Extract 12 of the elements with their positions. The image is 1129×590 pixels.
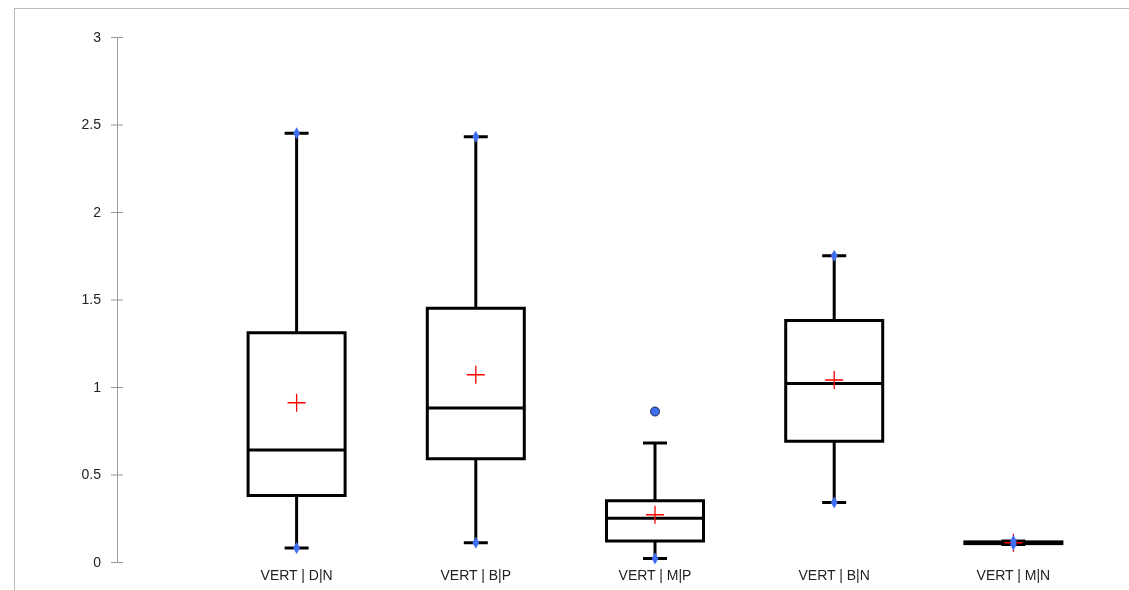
y-tick-label: 3 [93,28,102,45]
y-tick-label: 1 [93,378,102,395]
x-tick-label: VERT | B|N [798,567,870,584]
x-tick-label: VERT | M|P [618,567,692,584]
y-tick-label: 2 [93,203,102,220]
x-tick-label: VERT | M|N [976,567,1051,584]
x-tick-label: VERT | B|P [440,567,512,584]
y-tick-label: 2.5 [81,116,102,133]
y-tick-label: 0 [93,553,102,570]
y-tick-label: 0.5 [81,466,102,483]
x-tick-label: VERT | D|N [260,567,333,584]
y-tick-label: 1.5 [81,291,102,308]
